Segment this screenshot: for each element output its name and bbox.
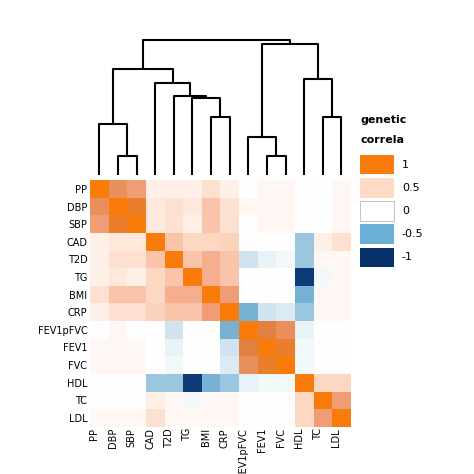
Text: -1: -1 (402, 253, 413, 263)
Text: 1: 1 (402, 160, 409, 170)
Text: 0: 0 (402, 206, 409, 216)
Bar (360, 155, 393, 174)
Text: genetic: genetic (360, 115, 407, 125)
Text: -0.5: -0.5 (402, 229, 424, 239)
Bar (360, 224, 393, 244)
Bar (360, 178, 393, 198)
Text: correla: correla (360, 135, 404, 145)
Text: 0.5: 0.5 (402, 183, 419, 193)
Bar (360, 247, 393, 267)
Bar (360, 201, 393, 221)
